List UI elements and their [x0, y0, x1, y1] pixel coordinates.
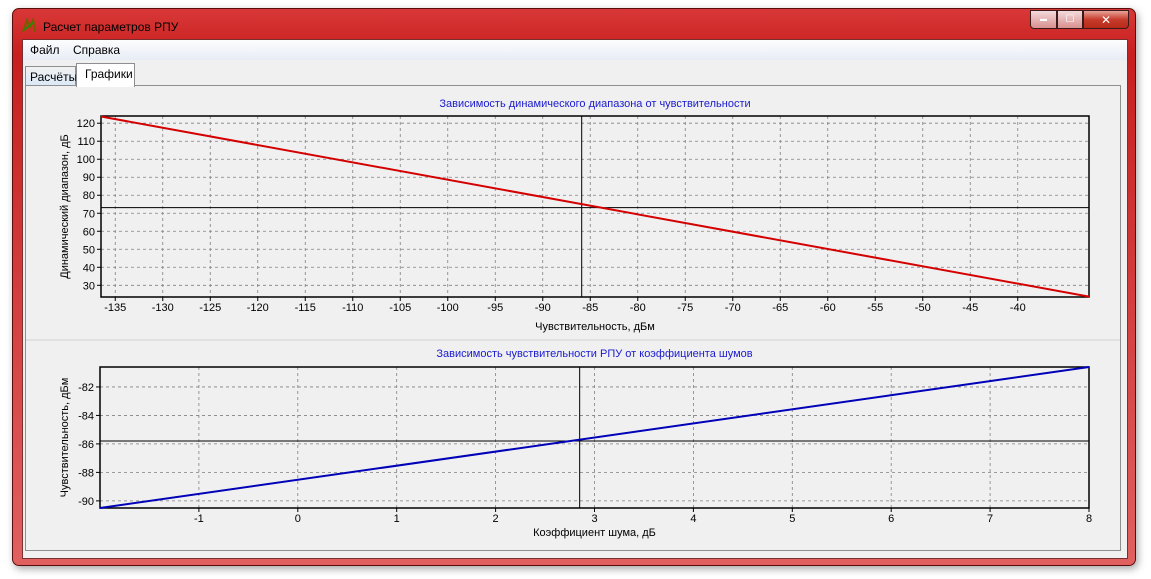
x-tick-label: -60	[820, 302, 836, 314]
x-tick-label: -105	[389, 302, 411, 314]
close-button[interactable]: ✕	[1083, 10, 1129, 29]
x-tick-label: -130	[152, 302, 174, 314]
y-tick-label: -88	[78, 467, 94, 479]
menu-bar: Файл Справка	[23, 40, 1127, 60]
x-tick-label: -100	[437, 302, 459, 314]
y-tick-label: -82	[78, 382, 94, 394]
x-tick-label: 8	[1086, 513, 1092, 525]
y-tick-label: 110	[77, 136, 95, 148]
x-axis-label: Чувствительность, дБм	[535, 321, 655, 333]
minimize-button[interactable]: ▬	[1030, 10, 1057, 29]
x-tick-label: -40	[1010, 302, 1026, 314]
y-tick-label: 50	[83, 244, 95, 256]
minimize-icon: ▬	[1040, 16, 1047, 23]
x-tick-label: -50	[915, 302, 931, 314]
x-tick-label: 5	[789, 513, 795, 525]
x-tick-label: -120	[247, 302, 269, 314]
x-tick-label: -135	[104, 302, 126, 314]
x-tick-label: -70	[725, 302, 741, 314]
app-window: Расчет параметров РПУ ▬ ☐ ✕ Файл Справка…	[12, 8, 1136, 566]
x-tick-label: -115	[295, 302, 316, 314]
x-tick-label: 7	[987, 513, 993, 525]
y-tick-label: 120	[77, 118, 95, 130]
app-icon	[22, 18, 36, 33]
y-tick-label: 40	[83, 262, 95, 274]
chart-1: Зависимость динамического диапазона от ч…	[59, 98, 1090, 333]
x-tick-label: 4	[690, 513, 696, 525]
maximize-icon: ☐	[1065, 14, 1075, 25]
title-bar[interactable]: Расчет параметров РПУ ▬ ☐ ✕	[13, 9, 1135, 39]
graphs-panel: Зависимость динамического диапазона от ч…	[25, 85, 1121, 551]
y-tick-label: 60	[83, 226, 95, 238]
y-tick-label: 70	[83, 208, 95, 220]
y-tick-label: -90	[78, 496, 94, 508]
x-tick-label: 6	[888, 513, 894, 525]
tab-calculations[interactable]: Расчёты	[25, 66, 77, 86]
x-tick-label: 3	[591, 513, 597, 525]
x-tick-label: 0	[295, 513, 301, 525]
x-tick-label: -45	[962, 302, 978, 314]
x-tick-label: -1	[194, 513, 204, 525]
x-tick-label: -65	[772, 302, 788, 314]
window-controls: ▬ ☐ ✕	[1030, 10, 1129, 30]
client-area: Файл Справка Расчёты Графики Зависимость…	[22, 39, 1128, 559]
chart-title: Зависимость чувствительности РПУ от коэф…	[436, 348, 752, 360]
y-tick-label: 90	[83, 172, 95, 184]
tab-strip: Расчёты Графики	[23, 62, 1127, 87]
maximize-button[interactable]: ☐	[1057, 10, 1083, 29]
x-tick-label: -110	[342, 302, 363, 314]
series-line	[100, 115, 1090, 298]
x-tick-label: -80	[630, 302, 646, 314]
y-axis-label: Чувствительность, дБм	[59, 378, 71, 498]
x-tick-label: -75	[677, 302, 693, 314]
menu-help[interactable]: Справка	[73, 43, 121, 57]
window-title: Расчет параметров РПУ	[43, 20, 179, 34]
y-tick-label: 30	[83, 280, 95, 292]
y-tick-label: 100	[77, 154, 95, 166]
series-line	[99, 366, 1090, 509]
chart-2: Зависимость чувствительности РПУ от коэф…	[59, 348, 1092, 539]
x-tick-label: -125	[199, 302, 221, 314]
y-tick-label: -86	[78, 439, 94, 451]
x-tick-label: -90	[535, 302, 551, 314]
y-axis-label: Динамический диапазон, дБ	[59, 134, 71, 279]
x-tick-label: -95	[487, 302, 503, 314]
x-tick-label: 2	[493, 513, 499, 525]
x-tick-label: 1	[394, 513, 400, 525]
x-tick-label: -85	[582, 302, 598, 314]
menu-file[interactable]: Файл	[30, 43, 60, 57]
y-tick-label: 80	[83, 190, 95, 202]
close-icon: ✕	[1100, 12, 1112, 27]
x-tick-label: -55	[867, 302, 883, 314]
charts-canvas: Зависимость динамического диапазона от ч…	[26, 98, 1120, 539]
x-axis-label: Коэффициент шума, дБ	[533, 527, 656, 539]
y-tick-label: -84	[78, 410, 94, 422]
tab-graphs[interactable]: Графики	[76, 63, 135, 87]
chart-title: Зависимость динамического диапазона от ч…	[439, 98, 750, 110]
plot-frame	[100, 115, 1090, 298]
